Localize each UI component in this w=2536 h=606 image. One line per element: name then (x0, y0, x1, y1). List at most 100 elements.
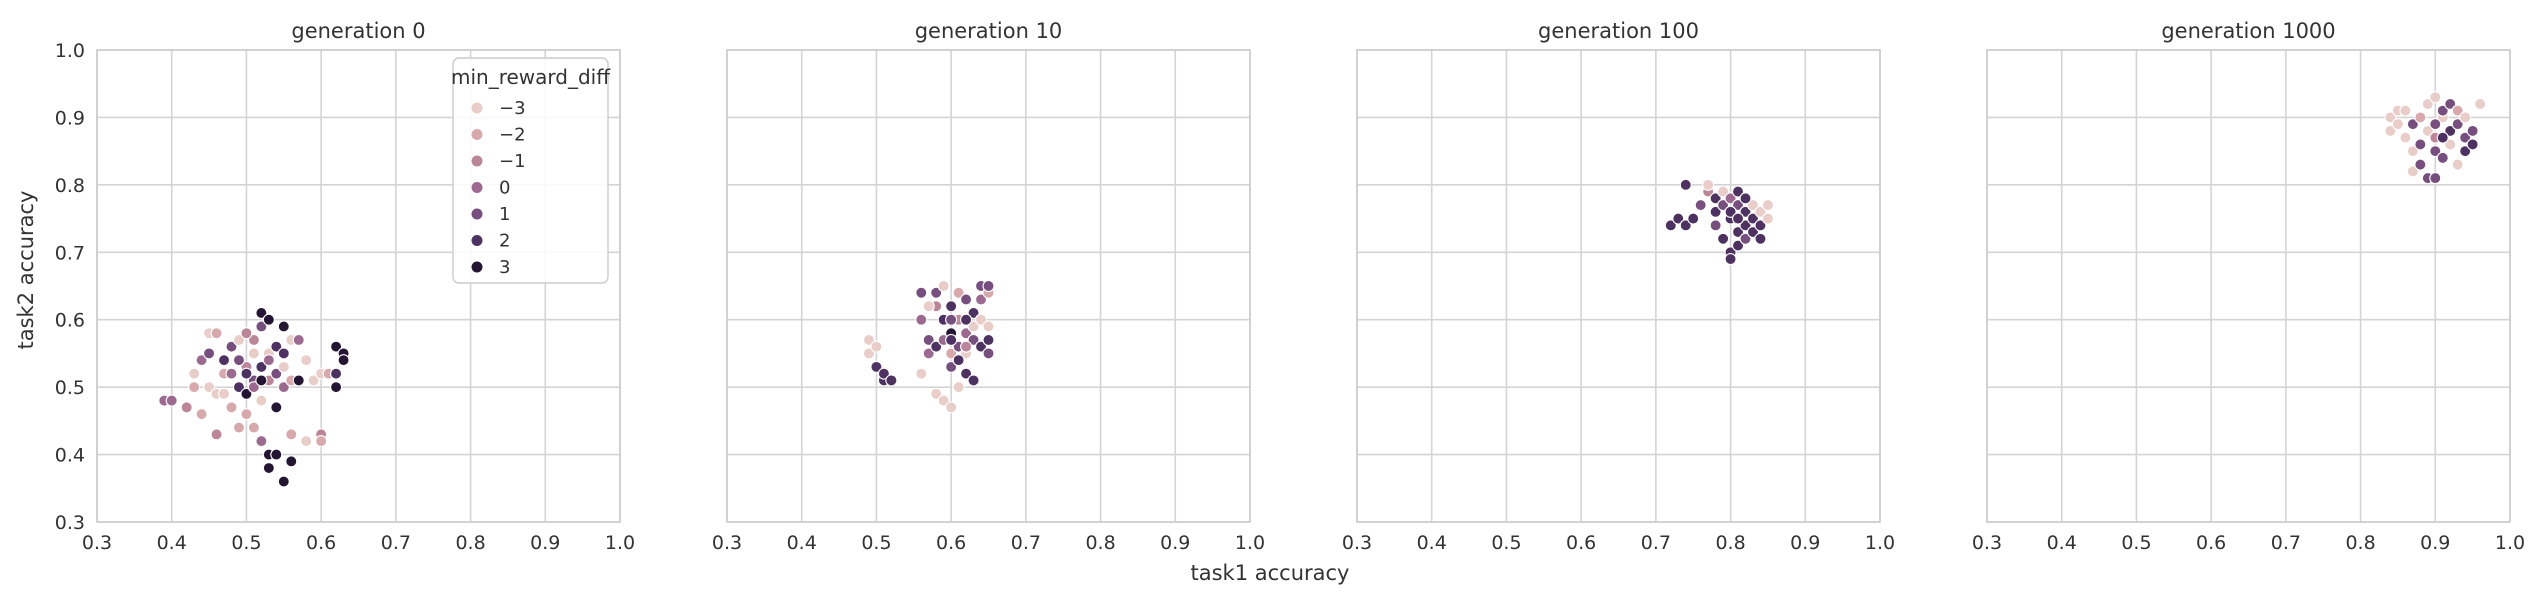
scatter-point (945, 401, 958, 414)
scatter-point (2459, 145, 2472, 158)
scatter-point (1746, 226, 1760, 239)
x-tick-label: 0.5 (861, 532, 891, 554)
x-tick-label: 0.4 (787, 532, 817, 554)
x-tick-label: 1.0 (2495, 532, 2525, 554)
scatter-point (960, 340, 973, 353)
scatter-point (930, 340, 943, 353)
scatter-point (982, 347, 995, 360)
scatter-point (2429, 91, 2442, 104)
scatter-point (2414, 138, 2427, 151)
scatter-point (1746, 199, 1760, 212)
scatter-point (915, 367, 928, 380)
scatter-point (1754, 219, 1767, 232)
scatter-point (270, 340, 283, 353)
scatter-point (2391, 118, 2404, 131)
x-tick-label: 0.9 (530, 532, 560, 554)
scatter-point (2459, 131, 2472, 144)
scatter-point (937, 394, 950, 407)
scatter-point (277, 360, 290, 373)
legend-marker (470, 101, 484, 115)
panel-title: generation 1000 (2161, 19, 2335, 43)
x-tick-label: 0.9 (1790, 532, 1820, 554)
legend-label: 2 (499, 231, 510, 252)
y-tick-label: 0.3 (55, 512, 85, 534)
scatter-point (1717, 232, 1730, 245)
scatter-point (1672, 212, 1685, 225)
scatter-point (232, 354, 246, 367)
scatter-point (2399, 131, 2412, 144)
scatter-point (255, 306, 268, 320)
scatter-point (2436, 131, 2449, 144)
scatter-point (255, 394, 268, 407)
scatter-point (247, 333, 260, 346)
scatter-point (2384, 124, 2397, 137)
plot-frame (726, 49, 1251, 523)
scatter-point (1724, 205, 1737, 218)
scatter-point (960, 367, 973, 380)
scatter-point (240, 327, 253, 340)
scatter-point (330, 340, 343, 353)
scatter-point (255, 360, 268, 373)
scatter-point (1724, 192, 1737, 205)
scatter-point (952, 354, 965, 367)
scatter-point (195, 354, 208, 367)
x-tick-label: 0.5 (1491, 532, 1521, 554)
scatter-point (870, 360, 883, 373)
y-tick-label: 1.0 (55, 40, 85, 62)
panel-title: generation 100 (1538, 19, 1699, 43)
legend-title: min_reward_diff (451, 65, 611, 89)
scatter-point (967, 333, 980, 346)
scatter-point (1739, 232, 1752, 245)
scatter-point (255, 435, 268, 448)
scatter-point (240, 367, 253, 380)
plot-frame (96, 49, 621, 523)
scatter-point (210, 327, 223, 340)
x-tick-label: 0.5 (231, 532, 261, 554)
scatter-point (210, 428, 223, 441)
scatter-point (945, 347, 958, 360)
scatter-point (1687, 212, 1700, 225)
scatter-point (930, 387, 943, 400)
scatter-point (877, 367, 890, 380)
scatter-point (922, 347, 935, 360)
scatter-point (330, 367, 343, 380)
legend-marker (470, 181, 484, 194)
scatter-point (862, 333, 876, 346)
scatter-point (277, 475, 290, 488)
scatter-point (203, 381, 216, 394)
scatter-point (1694, 199, 1707, 212)
scatter-point (1709, 205, 1722, 218)
scatter-point (247, 381, 260, 394)
scatter-point (2406, 165, 2419, 178)
scatter-point (1761, 212, 1774, 225)
scatter-point (960, 293, 973, 306)
scatter-point (2459, 111, 2472, 124)
x-tick-label: 0.6 (2196, 532, 2226, 554)
scatter-point (2444, 97, 2457, 110)
scatter-point (952, 381, 965, 394)
legend-label: 0 (499, 178, 510, 199)
scatter-point (2429, 172, 2442, 185)
scatter-point (165, 394, 178, 407)
scatter-point (945, 300, 958, 313)
scatter-point (285, 428, 298, 441)
scatter-point (1731, 199, 1745, 212)
x-tick-label: 0.8 (2345, 532, 2375, 554)
legend-marker (470, 154, 484, 168)
scatter-point (225, 367, 238, 380)
scatter-point (262, 313, 275, 326)
scatter-point (330, 381, 343, 394)
scatter-point (292, 374, 305, 387)
scatter-point (307, 374, 320, 387)
scatter-point (2444, 138, 2457, 151)
scatter-point (967, 306, 980, 320)
scatter-point (2474, 97, 2487, 110)
x-tick-label: 1.0 (605, 532, 635, 554)
scatter-point (1717, 199, 1730, 212)
scatter-point (232, 381, 246, 394)
legend-label: 3 (499, 257, 510, 278)
scatter-point (262, 354, 275, 367)
scatter-point (1679, 219, 1692, 232)
scatter-point (1739, 205, 1752, 218)
